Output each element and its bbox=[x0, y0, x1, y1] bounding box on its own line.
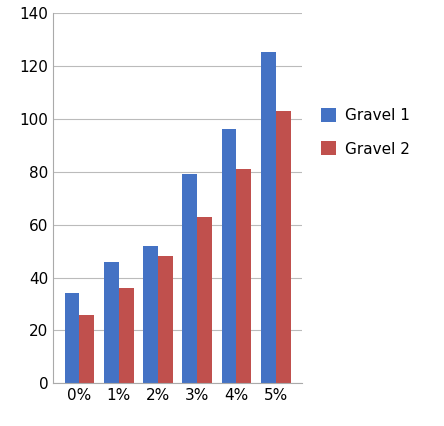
Bar bbox=[104, 262, 119, 383]
Bar bbox=[197, 216, 212, 383]
Bar bbox=[119, 288, 134, 383]
Bar bbox=[276, 111, 291, 383]
Bar bbox=[182, 174, 197, 383]
Bar bbox=[79, 314, 95, 383]
Bar bbox=[158, 256, 173, 383]
Legend: Gravel 1, Gravel 2: Gravel 1, Gravel 2 bbox=[314, 102, 416, 163]
Bar bbox=[261, 52, 276, 383]
Bar bbox=[64, 294, 79, 383]
Bar bbox=[143, 246, 158, 383]
Bar bbox=[222, 129, 237, 383]
Bar bbox=[237, 169, 251, 383]
